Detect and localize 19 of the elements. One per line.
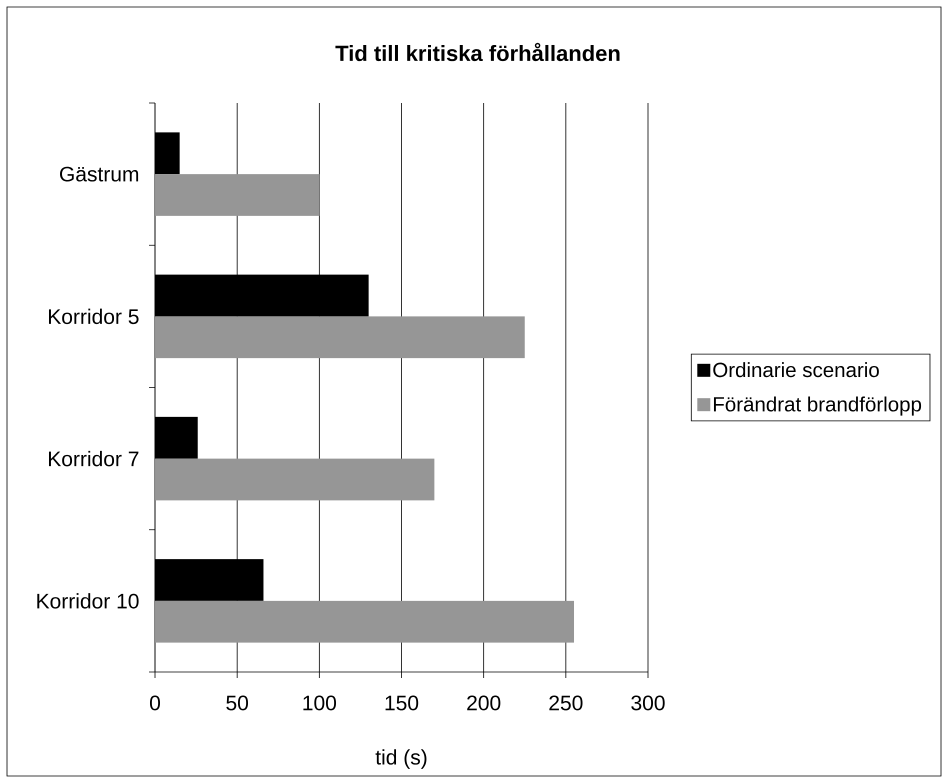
y-tick-label: Gästrum	[60, 166, 138, 182]
x-tick-label: 200	[467, 696, 500, 710]
y-tick-label: Korridor 7	[48, 450, 138, 466]
bar	[155, 458, 434, 500]
chart-title: Tid till kritiska förhållanden	[335, 42, 620, 62]
x-tick-label: 250	[549, 696, 583, 710]
x-axis-title: tid (s)	[376, 749, 426, 769]
y-tick-label: Korridor 5	[48, 308, 139, 324]
bar	[155, 316, 525, 358]
x-tick-label: 100	[303, 696, 336, 710]
x-tick-label: 0	[150, 696, 160, 710]
bar	[155, 174, 320, 216]
x-tick-label: 150	[386, 696, 418, 710]
legend-label: Ordinarie scenario	[713, 362, 879, 378]
bar	[155, 600, 574, 643]
legend-label: Förändrat brandförlopp	[714, 396, 922, 416]
x-tick-label: 50	[226, 696, 248, 710]
y-tick-label: Korridor 10	[37, 593, 139, 609]
x-tick-label: 300	[631, 696, 665, 710]
